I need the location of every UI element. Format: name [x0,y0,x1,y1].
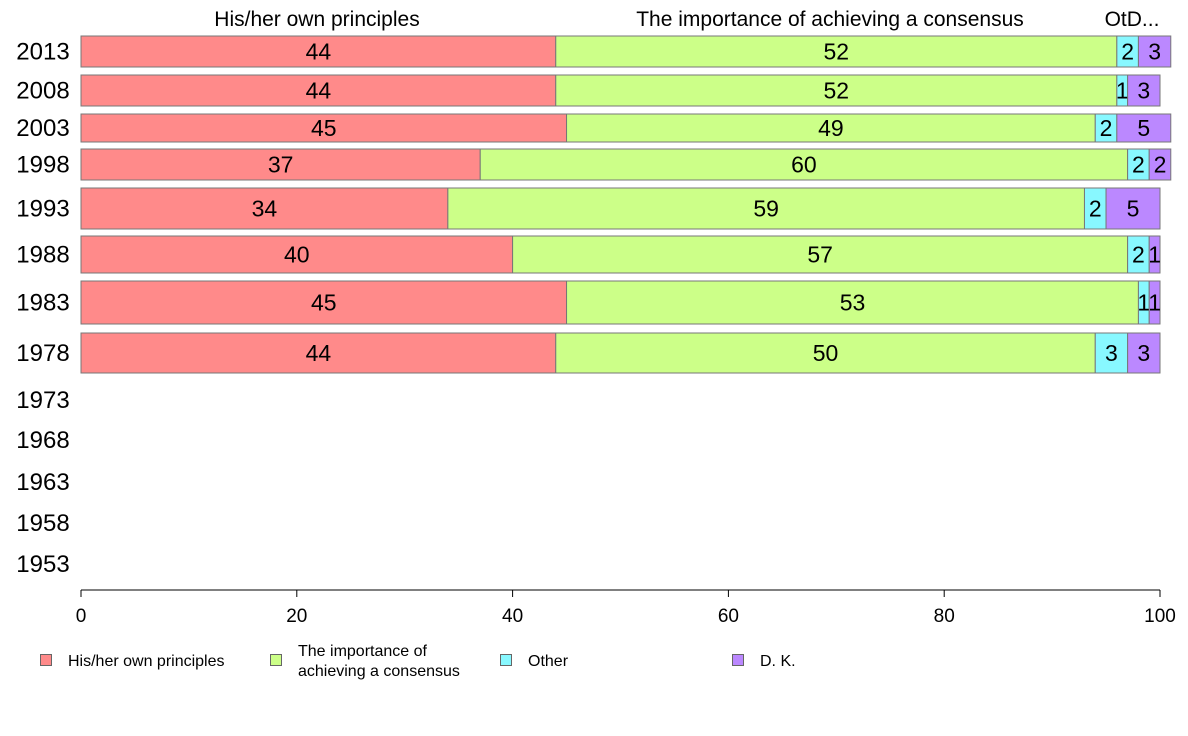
bar-segment [566,280,1139,325]
bar-value-label: 50 [813,340,839,366]
bar-value-label: 2 [1154,152,1167,178]
column-header: His/her own principles [214,8,419,31]
bar-value-label: 45 [311,115,337,141]
legend-label-consensus: The importance of achieving a consensus [298,643,460,680]
bar-value-label: 5 [1137,115,1150,141]
bar-value-label: 45 [311,290,337,316]
bar-value-label: 60 [791,152,817,178]
bar-segment [80,35,557,68]
bar-value-label: 5 [1127,196,1140,222]
x-tick-label: 0 [76,606,87,627]
bar-value-label: 44 [306,39,332,65]
year-label: 1993 [16,196,69,223]
year-label: 1958 [16,510,69,537]
legend-item-consensus: The importance of achieving a consensus [270,642,460,682]
year-label: 1973 [16,387,69,414]
bar-value-label: 44 [306,340,332,366]
year-label: 1983 [16,290,69,317]
bar-segment [1127,74,1161,107]
chart-legend: His/her own principles The importance of… [40,642,1140,686]
legend-item-principles: His/her own principles [40,642,225,672]
bar-segment [555,332,1096,374]
stacked-bar-chart: His/her own principles The importance of … [16,8,1176,627]
x-tick-label: 40 [502,606,523,627]
bar-segment [80,280,568,325]
year-label: 1968 [16,427,69,454]
bar-value-label: 1 [1148,242,1161,268]
legend-swatch-consensus [270,654,282,666]
year-label: 1953 [16,551,69,578]
bar-segment [1148,235,1161,274]
bar-value-label: 53 [840,290,866,316]
bar-value-label: 2 [1132,152,1145,178]
bar-segment [1127,332,1161,374]
bar-value-label: 52 [824,39,850,65]
bar-value-label: 3 [1105,340,1118,366]
x-tick-label: 60 [718,606,739,627]
legend-label-principles: His/her own principles [68,653,225,670]
bar-value-label: 49 [818,115,844,141]
column-header: OtD... [1105,8,1160,31]
year-label: 2013 [16,39,69,66]
x-tick-label: 80 [934,606,955,627]
bar-value-label: 1 [1148,290,1161,316]
bar-value-label: 3 [1137,340,1150,366]
bar-segment [80,113,568,143]
x-tick-label: 100 [1144,606,1176,627]
bar-segment [512,235,1129,274]
bar-value-label: 34 [252,196,278,222]
legend-label-dk: D. K. [760,653,796,670]
bar-segment [555,74,1118,107]
bar-value-label: 3 [1137,78,1150,104]
bar-value-label: 52 [824,78,850,104]
bar-value-label: 1 [1137,290,1150,316]
bar-segment [566,113,1096,143]
legend-item-other: Other [500,642,568,672]
bar-segment [555,35,1118,68]
legend-label-other: Other [528,653,569,670]
bar-segment [1148,148,1172,181]
year-label: 2008 [16,78,69,105]
bar-value-label: 40 [284,242,310,268]
bar-value-label: 2 [1132,242,1145,268]
bar-segment [479,148,1129,181]
bar-value-label: 37 [268,152,294,178]
bar-segment [80,148,481,181]
year-label: 1963 [16,469,69,496]
legend-item-dk: D. K. [732,642,796,672]
bar-segment [447,187,1085,230]
bar-value-label: 57 [807,242,833,268]
year-label: 1988 [16,242,69,269]
bar-segment [80,235,514,274]
bar-value-label: 44 [306,78,332,104]
bar-segment [1116,113,1172,143]
bar-value-label: 2 [1121,39,1134,65]
bar-value-label: 2 [1089,196,1102,222]
bar-segment [1105,187,1161,230]
bar-segment [1137,35,1172,68]
bar-value-label: 1 [1116,78,1129,104]
bar-segment [1094,332,1129,374]
bar-segment [1148,280,1161,325]
bar-value-label: 59 [753,196,779,222]
year-label: 1978 [16,340,69,367]
legend-swatch-other [500,654,512,666]
bar-value-label: 3 [1148,39,1161,65]
year-label: 2003 [16,115,69,142]
x-tick-label: 20 [286,606,307,627]
bar-value-label: 2 [1100,115,1113,141]
legend-swatch-dk [732,654,744,666]
bar-segment [80,332,557,374]
legend-swatch-principles [40,654,52,666]
column-header: The importance of achieving a consensus [636,8,1024,31]
year-label: 1998 [16,152,69,179]
bar-segment [80,74,557,107]
